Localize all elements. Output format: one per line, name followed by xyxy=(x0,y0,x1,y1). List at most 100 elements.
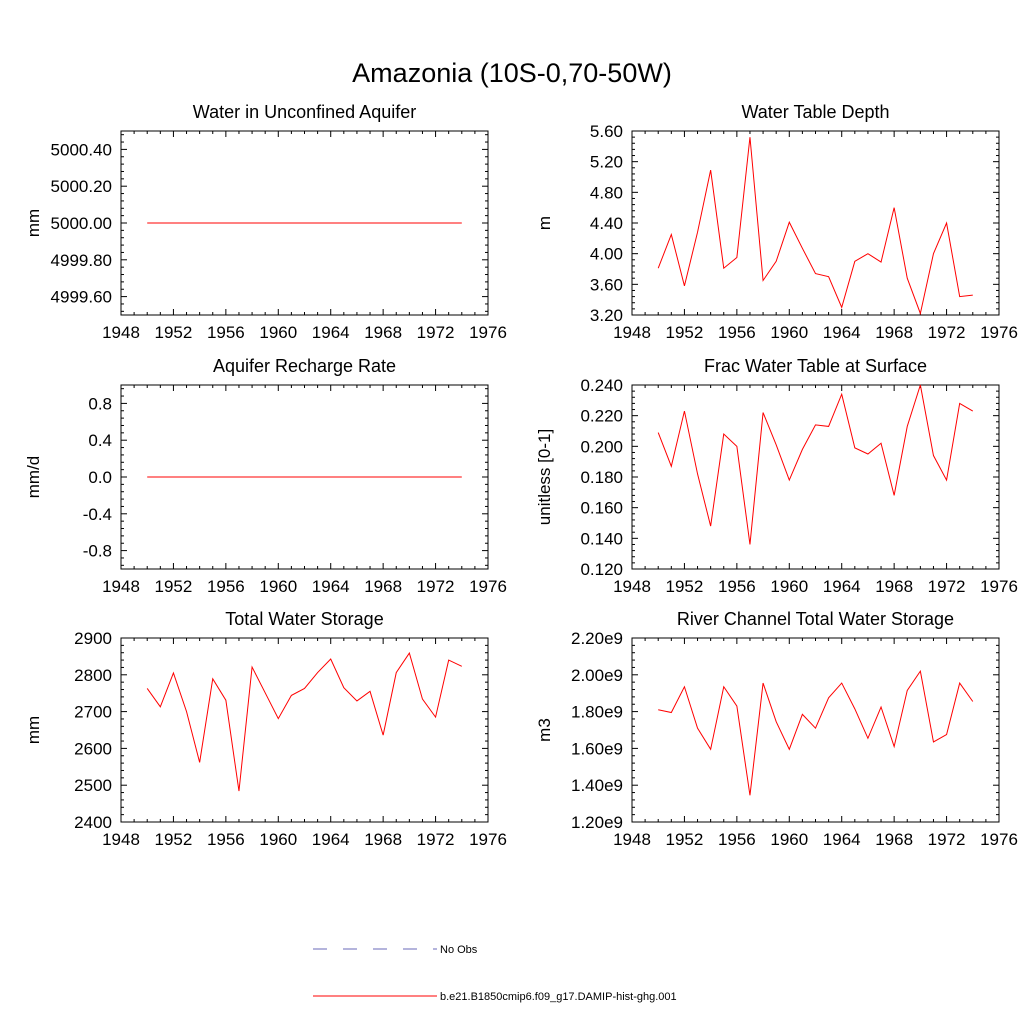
x-tick-label: 1972 xyxy=(928,323,966,342)
y-tick-label: 5000.20 xyxy=(51,177,112,196)
x-tick-label: 1960 xyxy=(770,830,808,849)
x-tick-label: 1948 xyxy=(102,830,140,849)
plot-frame xyxy=(120,637,489,823)
x-tick-label: 1968 xyxy=(364,577,402,596)
y-tick-label: 1.20e9 xyxy=(571,813,623,832)
legend-label: b.e21.B1850cmip6.f09_g17.DAMIP-hist-ghg.… xyxy=(440,991,677,1003)
y-tick-label: 4.00 xyxy=(590,245,623,264)
y-tick-label: 2.20e9 xyxy=(571,629,623,648)
x-tick-label: 1956 xyxy=(718,830,756,849)
y-tick-label: 4999.60 xyxy=(51,288,112,307)
panel-title: Total Water Storage xyxy=(225,609,383,629)
y-tick-label: 0.0 xyxy=(88,468,112,487)
plot-frame xyxy=(120,384,489,570)
panel-5: Total Water Storage mm 1948 1952 1956 1960 196… xyxy=(24,609,507,849)
x-tick-label: 1976 xyxy=(469,323,507,342)
panel-title: Aquifer Recharge Rate xyxy=(213,356,396,376)
plot-frame xyxy=(631,384,1000,570)
x-tick-label: 1968 xyxy=(875,577,913,596)
x-tick-label: 1964 xyxy=(312,577,350,596)
x-tick-label: 1956 xyxy=(207,323,245,342)
x-tick-label: 1968 xyxy=(875,323,913,342)
x-tick-label: 1960 xyxy=(770,323,808,342)
panels-group: Water in Unconfined Aquifer mm 1948 1952 195… xyxy=(24,102,1018,849)
x-tick-label: 1948 xyxy=(102,323,140,342)
x-tick-label: 1976 xyxy=(980,577,1018,596)
panel-title: Water Table Depth xyxy=(741,102,889,122)
x-tick-label: 1972 xyxy=(928,577,966,596)
y-axis-label: mm/d xyxy=(24,456,43,499)
y-tick-label: 1.60e9 xyxy=(571,739,623,758)
x-tick-label: 1964 xyxy=(823,323,861,342)
legend: No Obs b.e21.B1850cmip6.f09_g17.DAMIP-his… xyxy=(313,944,677,1003)
y-tick-label: 2400 xyxy=(74,813,112,832)
x-tick-label: 1976 xyxy=(469,577,507,596)
x-tick-label: 1968 xyxy=(364,830,402,849)
y-tick-label: 0.4 xyxy=(88,431,112,450)
plot-frame xyxy=(631,130,1000,316)
y-axis-label: unitless [0-1] xyxy=(535,429,554,525)
y-tick-label: 0.220 xyxy=(580,407,623,426)
y-tick-label: 4.40 xyxy=(590,214,623,233)
x-tick-label: 1960 xyxy=(770,577,808,596)
y-tick-label: -0.4 xyxy=(83,505,112,524)
x-tick-label: 1964 xyxy=(312,830,350,849)
x-tick-label: 1976 xyxy=(980,830,1018,849)
x-tick-label: 1952 xyxy=(666,577,704,596)
y-tick-label: 2600 xyxy=(74,739,112,758)
panel-2: Water Table Depth m 1948 1952 1956 1960 1964 19… xyxy=(535,102,1018,342)
y-tick-label: 2500 xyxy=(74,776,112,795)
x-tick-label: 1964 xyxy=(823,577,861,596)
x-tick-label: 1968 xyxy=(364,323,402,342)
y-tick-label: 5000.00 xyxy=(51,214,112,233)
y-tick-label: 0.200 xyxy=(580,437,623,456)
y-tick-label: 0.160 xyxy=(580,499,623,518)
x-tick-label: 1960 xyxy=(259,830,297,849)
y-axis-label: m3 xyxy=(535,718,554,742)
x-tick-label: 1972 xyxy=(928,830,966,849)
panel-title: Frac Water Table at Surface xyxy=(704,356,927,376)
y-tick-label: 1.40e9 xyxy=(571,776,623,795)
y-tick-label: 2700 xyxy=(74,703,112,722)
y-tick-label: 0.120 xyxy=(580,560,623,579)
x-tick-label: 1964 xyxy=(312,323,350,342)
series-line xyxy=(146,651,463,792)
series-line xyxy=(658,669,974,796)
y-axis-label: m xyxy=(535,216,554,230)
y-tick-label: 2900 xyxy=(74,629,112,648)
x-tick-label: 1952 xyxy=(155,577,193,596)
panel-4: Frac Water Table at Surface unitless [0-1… xyxy=(535,356,1018,596)
y-tick-label: 0.140 xyxy=(580,529,623,548)
y-tick-label: 5.60 xyxy=(590,122,623,141)
x-tick-label: 1952 xyxy=(666,323,704,342)
x-tick-label: 1968 xyxy=(875,830,913,849)
x-tick-label: 1948 xyxy=(102,577,140,596)
x-tick-label: 1948 xyxy=(613,323,651,342)
x-tick-label: 1956 xyxy=(718,323,756,342)
x-tick-label: 1956 xyxy=(207,577,245,596)
x-tick-label: 1976 xyxy=(469,830,507,849)
y-tick-label: 2.00e9 xyxy=(571,666,623,685)
x-tick-label: 1972 xyxy=(417,577,455,596)
y-tick-label: 0.180 xyxy=(580,468,623,487)
series-line xyxy=(657,384,974,545)
x-tick-label: 1976 xyxy=(980,323,1018,342)
x-tick-label: 1952 xyxy=(155,323,193,342)
x-tick-label: 1956 xyxy=(207,830,245,849)
y-tick-label: 4.80 xyxy=(590,183,623,202)
y-axis-label: mm xyxy=(24,716,43,744)
y-tick-label: 1.80e9 xyxy=(571,703,623,722)
y-tick-label: 5000.40 xyxy=(51,140,112,159)
series-line xyxy=(657,137,973,316)
y-tick-label: 5.20 xyxy=(590,153,623,172)
legend-label: No Obs xyxy=(440,944,478,956)
y-tick-label: 0.240 xyxy=(580,376,623,395)
plot-frame xyxy=(120,130,489,316)
x-tick-label: 1964 xyxy=(823,830,861,849)
main-title: Amazonia (10S-0,70-50W) xyxy=(352,58,672,88)
x-tick-label: 1960 xyxy=(259,577,297,596)
x-tick-label: 1952 xyxy=(155,830,193,849)
panel-1: Water in Unconfined Aquifer mm 1948 1952 195… xyxy=(24,102,507,342)
